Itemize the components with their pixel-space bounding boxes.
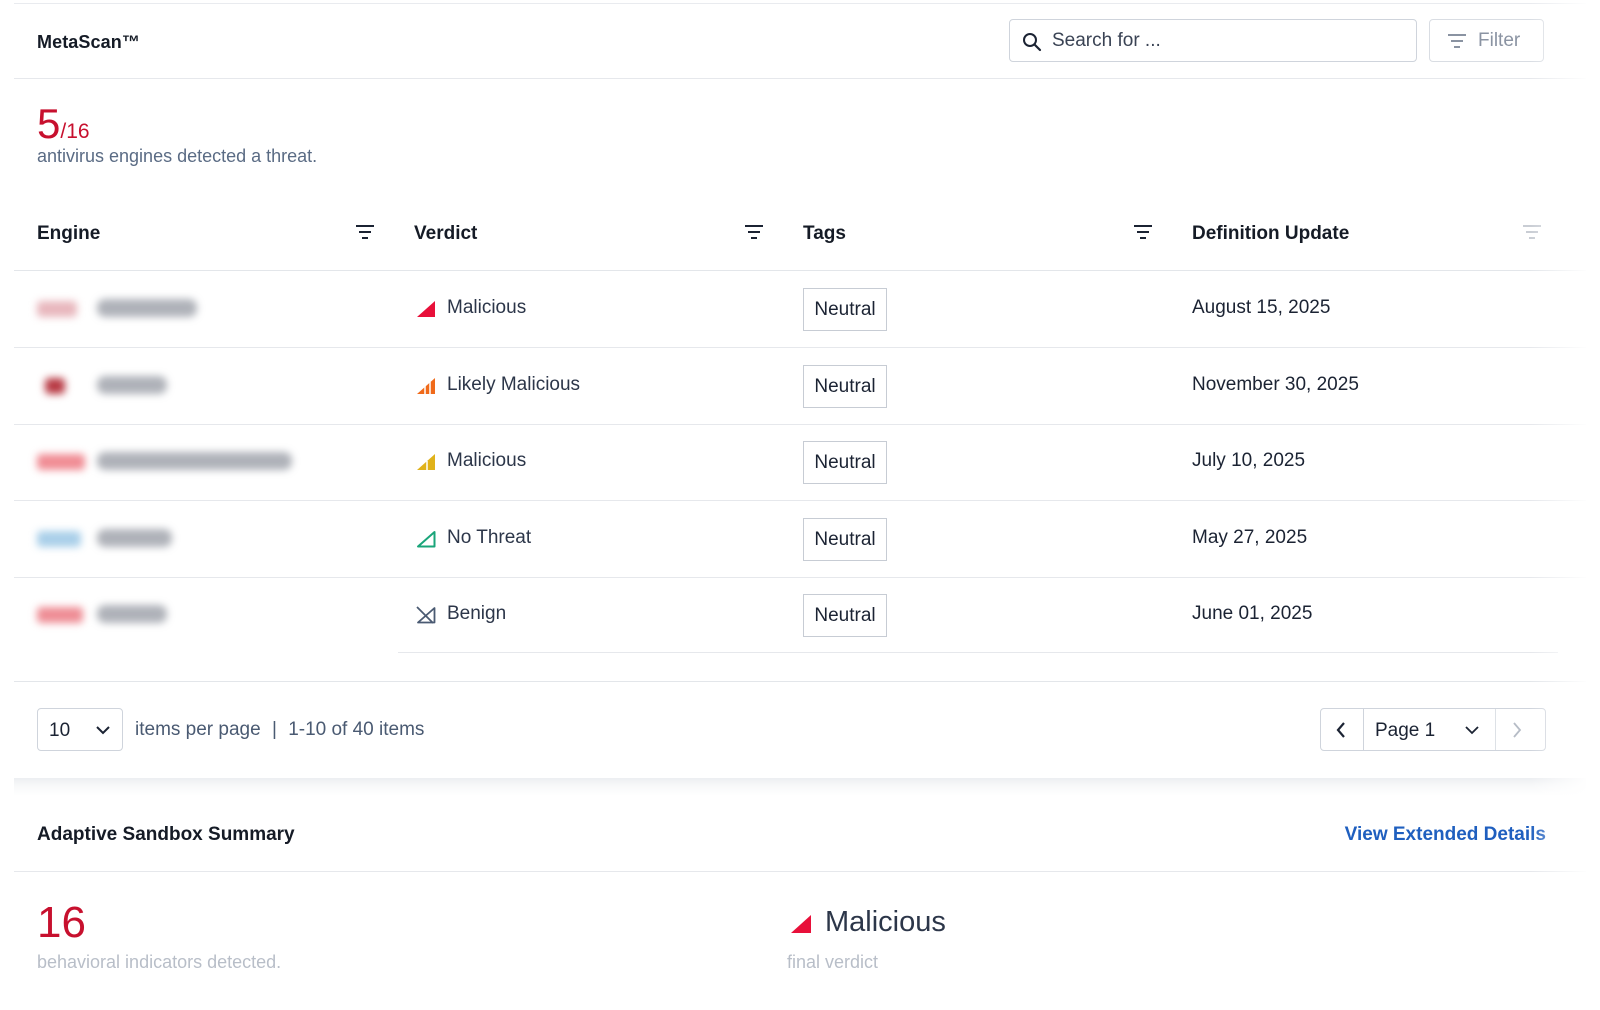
search-box[interactable] (1009, 19, 1417, 62)
previous-page-button[interactable] (1321, 709, 1364, 750)
column-filter-icon[interactable] (744, 224, 764, 240)
total-engines: /16 (60, 120, 90, 143)
engine-logo (37, 531, 81, 547)
top-border (14, 3, 1586, 4)
chevron-down-icon[interactable] (1465, 725, 1479, 735)
items-per-page-label: items per page (135, 719, 261, 740)
chevron-down-icon (96, 726, 110, 735)
table-row[interactable]: Malicious Neutral August 15, 2025 (14, 271, 1586, 348)
verdict-label: Malicious (447, 450, 527, 471)
row-divider (398, 652, 1558, 653)
sandbox-header: Adaptive Sandbox Summary View Extended D… (14, 797, 1586, 872)
indicators-label: behavioral indicators detected. (37, 952, 282, 972)
pagination-separator: | (271, 719, 277, 740)
next-page-button[interactable] (1495, 709, 1546, 750)
column-filter-icon[interactable] (355, 224, 375, 240)
filter-button[interactable]: Filter (1429, 19, 1544, 62)
engine-name-redacted (97, 529, 172, 547)
items-per-page-value: 10 (49, 720, 71, 741)
definition-date: June 01, 2025 (1192, 603, 1313, 624)
table-header: Engine Verdict Tags Definition Update (14, 196, 1586, 271)
chevron-right-icon (1513, 722, 1522, 738)
sandbox-title: Adaptive Sandbox Summary (37, 824, 295, 845)
indicators-count: 16 (37, 898, 86, 947)
verdict-label: Likely Malicious (447, 374, 581, 395)
table-row[interactable]: Malicious Neutral July 10, 2025 (14, 424, 1586, 501)
metascan-panel: MetaScan™ Filter 5/16 antivirus engines … (14, 0, 1586, 1010)
search-icon (1023, 33, 1042, 52)
final-verdict-label: Malicious (825, 906, 946, 938)
tag-badge[interactable]: Neutral (803, 441, 887, 484)
likely-malicious-orange-icon (417, 378, 435, 394)
definition-date: November 30, 2025 (1192, 374, 1359, 395)
column-tags: Tags (803, 223, 846, 244)
pagination-info: items per page | 1-10 of 40 items (135, 719, 424, 741)
tag-badge[interactable]: Neutral (803, 288, 887, 331)
benign-icon (416, 606, 436, 624)
column-definition-update: Definition Update (1192, 223, 1350, 244)
detection-score: 5/16 (37, 100, 90, 148)
malicious-yellow-icon (417, 454, 435, 470)
detected-count: 5 (37, 100, 61, 147)
table-row[interactable]: Likely Malicious Neutral November 30, 20… (14, 348, 1586, 425)
engine-logo (45, 378, 65, 394)
column-filter-icon[interactable] (1522, 224, 1542, 240)
engine-name-redacted (97, 299, 197, 317)
definition-date: July 10, 2025 (1192, 450, 1306, 471)
table-divider (14, 681, 1586, 682)
column-engine: Engine (37, 223, 101, 244)
malicious-red-icon (417, 301, 435, 317)
final-verdict-caption: final verdict (787, 952, 879, 972)
view-extended-details-link[interactable]: View Extended Details (1344, 824, 1546, 845)
app-title: MetaScan™ (37, 32, 140, 52)
verdict-label: Malicious (447, 297, 527, 318)
detection-subtitle: antivirus engines detected a threat. (37, 146, 318, 166)
tag-badge[interactable]: Neutral (803, 594, 887, 637)
tag-badge[interactable]: Neutral (803, 365, 887, 408)
pagination-range: 1-10 of 40 items (288, 719, 425, 740)
engine-logo (37, 301, 77, 317)
table-row[interactable]: No Threat Neutral May 27, 2025 (14, 501, 1586, 578)
malicious-red-icon (791, 915, 811, 933)
chevron-left-icon (1336, 722, 1345, 738)
column-filter-icon[interactable] (1133, 224, 1153, 240)
page-selector: Page 1 (1320, 708, 1546, 751)
verdict-label: Benign (447, 603, 507, 624)
engine-logo (37, 454, 85, 470)
engine-logo (37, 607, 83, 623)
search-input[interactable] (1052, 28, 1402, 54)
tag-badge[interactable]: Neutral (803, 518, 887, 561)
no-threat-green-icon (417, 531, 436, 548)
section-separator (14, 778, 1586, 796)
table-row[interactable]: Benign Neutral June 01, 2025 (14, 577, 1586, 653)
filter-label: Filter (1478, 30, 1521, 51)
engine-name-redacted (97, 376, 167, 394)
items-per-page-select[interactable]: 10 (37, 708, 123, 751)
column-verdict: Verdict (414, 223, 478, 244)
filter-icon (1448, 34, 1466, 48)
engine-name-redacted (97, 452, 292, 470)
engine-name-redacted (97, 605, 167, 623)
verdict-label: No Threat (447, 527, 532, 548)
definition-date: August 15, 2025 (1192, 297, 1331, 318)
definition-date: May 27, 2025 (1192, 527, 1308, 548)
page-select-value[interactable]: Page 1 (1375, 720, 1436, 741)
header-bar: MetaScan™ Filter (14, 4, 1586, 79)
